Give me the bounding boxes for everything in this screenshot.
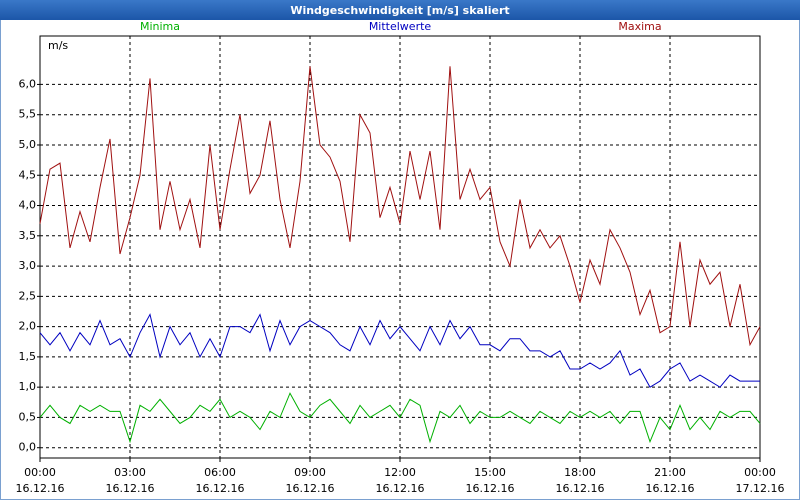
- x-tick-label: 00:00 17.12.16: [736, 466, 785, 495]
- legend-label: Maxima: [618, 20, 661, 33]
- x-tick-label-line: 06:00: [204, 466, 236, 479]
- legend-label: Mittelwerte: [369, 20, 432, 33]
- y-tick-label: 4,0: [19, 199, 37, 212]
- x-tick-label: 03:00 16.12.16: [106, 466, 155, 495]
- y-tick-label: 6,0: [19, 77, 37, 90]
- x-tick-label: 21:00 16.12.16: [646, 466, 695, 495]
- x-tick-label-line: 16.12.16: [556, 482, 605, 495]
- x-tick-label: 12:00 16.12.16: [376, 466, 425, 495]
- y-tick-label: 2,0: [19, 320, 37, 333]
- legend-label: Minima: [140, 20, 180, 33]
- title-bar: [0, 0, 800, 20]
- y-axis-label: m/s: [48, 39, 68, 52]
- x-tick-label: 09:00 16.12.16: [286, 466, 335, 495]
- x-tick-label-line: 15:00: [474, 466, 506, 479]
- x-tick-label-line: 18:00: [564, 466, 596, 479]
- x-tick-label: 18:00 16.12.16: [556, 466, 605, 495]
- y-tick-label: 0,5: [19, 410, 37, 423]
- series-line: [39, 392, 761, 444]
- series-line: [39, 66, 761, 347]
- y-tick-label: 2,5: [19, 289, 37, 302]
- y-tick-label: 1,5: [19, 350, 37, 363]
- x-tick-label: 15:00 16.12.16: [466, 466, 515, 495]
- y-tick-label: 5,5: [19, 108, 37, 121]
- x-tick-label-line: 12:00: [384, 466, 416, 479]
- x-tick-label-line: 00:00: [24, 466, 56, 479]
- x-tick-label-line: 03:00: [114, 466, 146, 479]
- x-tick-label-line: 16.12.16: [196, 482, 245, 495]
- x-tick-label-line: 16.12.16: [466, 482, 515, 495]
- x-tick-label-line: 21:00: [654, 466, 686, 479]
- y-tick-label: 4,5: [19, 168, 37, 181]
- x-tick-label-line: 16.12.16: [286, 482, 335, 495]
- x-tick-label: 06:00 16.12.16: [196, 466, 245, 495]
- chart-title: Windgeschwindigkeit [m/s] skaliert: [290, 4, 509, 17]
- x-tick-label-line: 16.12.16: [16, 482, 65, 495]
- y-tick-label: 5,0: [19, 138, 37, 151]
- x-tick-label: 00:00 16.12.16: [16, 466, 65, 495]
- y-tick-label: 0,0: [19, 441, 37, 454]
- y-tick-label: 1,0: [19, 380, 37, 393]
- y-tick-label: 3,5: [19, 229, 37, 242]
- series-line: [39, 313, 760, 388]
- y-tick-label: 3,0: [19, 259, 37, 272]
- x-tick-label-line: 17.12.16: [736, 482, 785, 495]
- x-tick-label-line: 16.12.16: [106, 482, 155, 495]
- x-tick-label-line: 16.12.16: [376, 482, 425, 495]
- x-tick-label-line: 00:00: [744, 466, 776, 479]
- x-tick-label-line: 16.12.16: [646, 482, 695, 495]
- x-tick-label-line: 09:00: [294, 466, 326, 479]
